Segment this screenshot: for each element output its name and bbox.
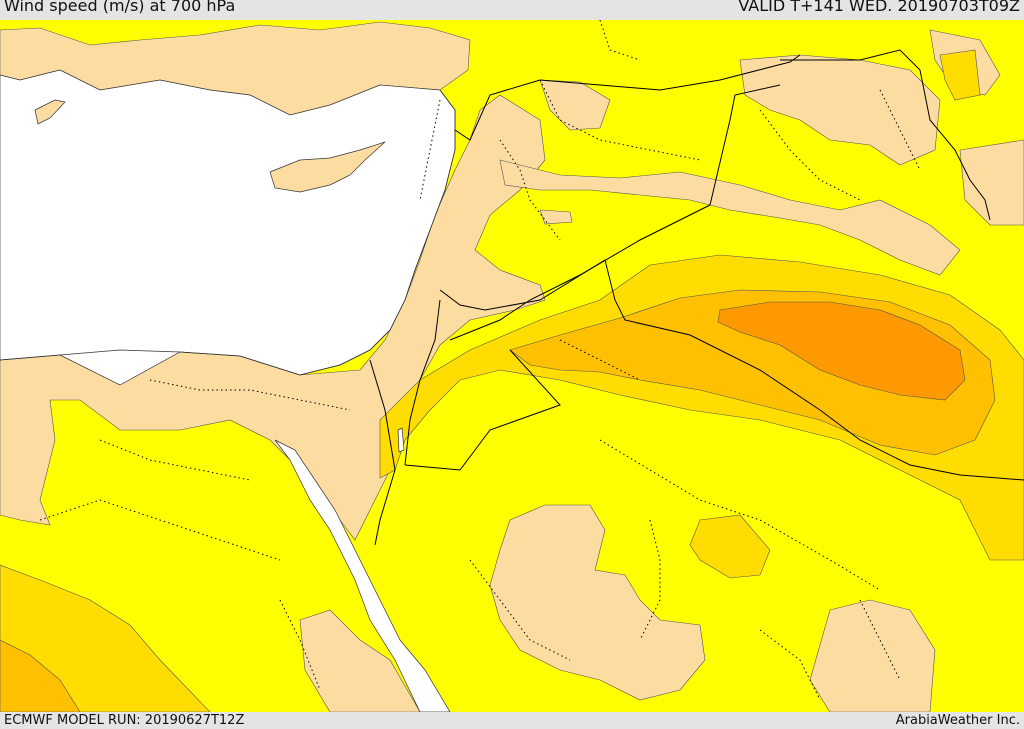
map-title: Wind speed (m/s) at 700 hPa (4, 0, 236, 15)
border-syria-iraq (454, 54, 801, 141)
country-borders (369, 49, 1024, 546)
light-wind-red-sea-coast (299, 609, 421, 712)
wind-speed-map[interactable] (0, 20, 1024, 712)
footer-bar: ECMWF MODEL RUN: 20190627T12Z ArabiaWeat… (0, 712, 1024, 729)
map-canvas (0, 20, 1024, 712)
header-bar: Wind speed (m/s) at 700 hPa VALID T+141 … (0, 0, 1024, 20)
light-wind-small-1 (539, 209, 573, 225)
border-iraq-jordan (449, 204, 711, 341)
very-strong-wind-regions (717, 301, 966, 401)
light-wind-saudi-2 (809, 599, 936, 712)
strong-wind-sw (0, 639, 81, 712)
border-syria-iraq-east (709, 84, 781, 206)
fresh-wind-patch (689, 514, 771, 579)
crete-island (34, 99, 66, 125)
cyprus-island (269, 141, 386, 193)
border-saudi-iraq (404, 349, 561, 471)
border-jordan-israel (404, 299, 441, 466)
fresh-wind-ne (939, 49, 981, 101)
coastlines (0, 89, 456, 376)
light-wind-iran-edge (959, 139, 1024, 226)
light-wind-regions (0, 21, 1024, 712)
model-run: ECMWF MODEL RUN: 20190627T12Z (4, 713, 245, 728)
light-wind-saudi-1 (489, 504, 706, 701)
light-wind-syria (499, 159, 961, 276)
dead-sea (397, 427, 405, 453)
valid-time: VALID T+141 WED. 20190703T09Z (738, 0, 1020, 15)
border-iraq-iran (780, 49, 991, 221)
admin-boundaries (39, 20, 921, 701)
red-sea-gulf-suez (274, 439, 451, 712)
border-egypt-israel (369, 359, 396, 546)
very-strong-wind-core (717, 301, 966, 401)
border-jordan-saudi (439, 259, 1024, 481)
light-wind-small-2 (539, 79, 611, 131)
credit-text: ArabiaWeather Inc. (895, 713, 1020, 728)
